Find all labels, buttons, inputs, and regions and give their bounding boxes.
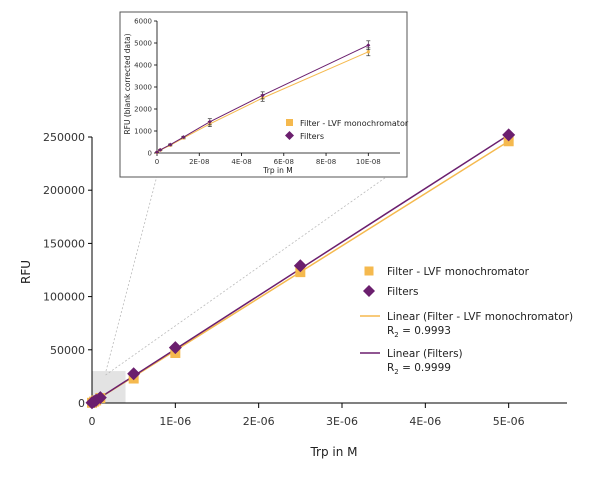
main-legend: Filter - LVF monochromator Filters Linea… [360,266,573,376]
inset-data-point-square [366,50,370,54]
inset-y-axis-label: RFU (blank corrected data) [123,33,132,134]
x-tick-label: 0 [89,415,96,428]
inset-data-point-diamond [260,93,265,98]
inset-y-tick-label: 6000 [134,18,152,26]
inset-data-points [155,40,371,155]
main-y-ticks: 0 50000 100000 150000 200000 250000 [43,131,92,410]
inset-legend: Filter - LVF monochromator Filters [285,119,409,141]
inset-y-tick-label: 3000 [134,84,152,92]
x-tick-label: 1E-06 [159,415,191,428]
legend-label-filter-lvf: Filter - LVF monochromator [387,266,530,278]
inset-y-ticks: 0 1000 2000 3000 4000 5000 6000 [134,18,157,158]
inset-legend-label-filter-lvf: Filter - LVF monochromator [300,119,409,128]
data-point-diamond [93,391,107,405]
inset-legend-label-filters: Filters [300,132,324,141]
x-tick-label: 3E-06 [326,415,358,428]
legend-r2-lvf: R2 = 0.9993 [387,325,451,339]
y-tick-label: 100000 [43,291,85,304]
legend-square-marker [364,266,374,276]
x-tick-label: 4E-06 [409,415,441,428]
inset-x-tick-label: 10E-08 [356,158,381,166]
data-point-diamond [168,341,182,355]
main-plot: 0 1E-06 2E-06 3E-06 4E-06 5E-06 0500001000001… [19,128,567,459]
y-tick-label: 0 [78,397,85,410]
main-x-axis-label: Trp in M [309,445,357,459]
data-point-diamond [502,128,516,142]
data-point-diamond [293,259,307,273]
inset-y-tick-label: 1000 [134,128,152,136]
inset-x-axis-label: Trp in M [262,166,292,175]
inset-x-tick-label: 4E-08 [231,158,251,166]
inset-data-point-diamond [207,119,212,124]
inset-data-point-diamond [366,43,371,48]
legend-label-linear-lvf: Linear (Filter - LVF monochromator) [387,311,573,323]
inset-y-tick-label: 0 [148,150,152,158]
legend-r2-filters: R2 = 0.9999 [387,362,451,376]
inset-legend-square-marker [286,119,293,126]
zoom-connectors [105,167,400,376]
legend-label-linear-filters: Linear (Filters) [387,348,463,360]
inset-x-tick-label: 6E-08 [274,158,294,166]
inset-data-point-diamond [155,150,159,155]
legend-label-filters: Filters [387,286,418,298]
x-tick-label: 2E-06 [243,415,275,428]
connector-line [105,167,160,372]
legend-diamond-marker [363,285,375,297]
inset-y-tick-label: 2000 [134,106,152,114]
inset-x-tick-label: 0 [155,158,159,166]
inset-data-point-diamond [168,142,173,147]
connector-line [105,167,400,376]
main-x-ticks: 0 1E-06 2E-06 3E-06 4E-06 5E-06 [89,403,525,428]
inset-legend-diamond-marker [285,131,294,140]
main-data-points [85,128,516,410]
inset-x-ticks: 0 2E-08 4E-08 6E-08 8E-08 10E-08 [155,153,381,166]
main-y-axis-label: RFU [19,260,33,284]
inset-x-tick-label: 8E-08 [316,158,336,166]
y-tick-label: 250000 [43,131,85,144]
y-tick-label: 50000 [50,344,85,357]
inset-y-tick-label: 5000 [134,40,152,48]
inset-y-tick-label: 4000 [134,62,152,70]
inset-data-point-diamond [181,135,186,140]
y-tick-label: 150000 [43,237,85,250]
inset-chart: 0 2E-08 4E-08 6E-08 8E-08 10E-08 0 1000 2000 300… [119,11,409,178]
data-point-diamond [127,367,141,381]
inset-x-tick-label: 2E-08 [189,158,209,166]
x-tick-label: 5E-06 [493,415,525,428]
inset-data-point-diamond [158,147,163,152]
y-tick-label: 200000 [43,184,85,197]
